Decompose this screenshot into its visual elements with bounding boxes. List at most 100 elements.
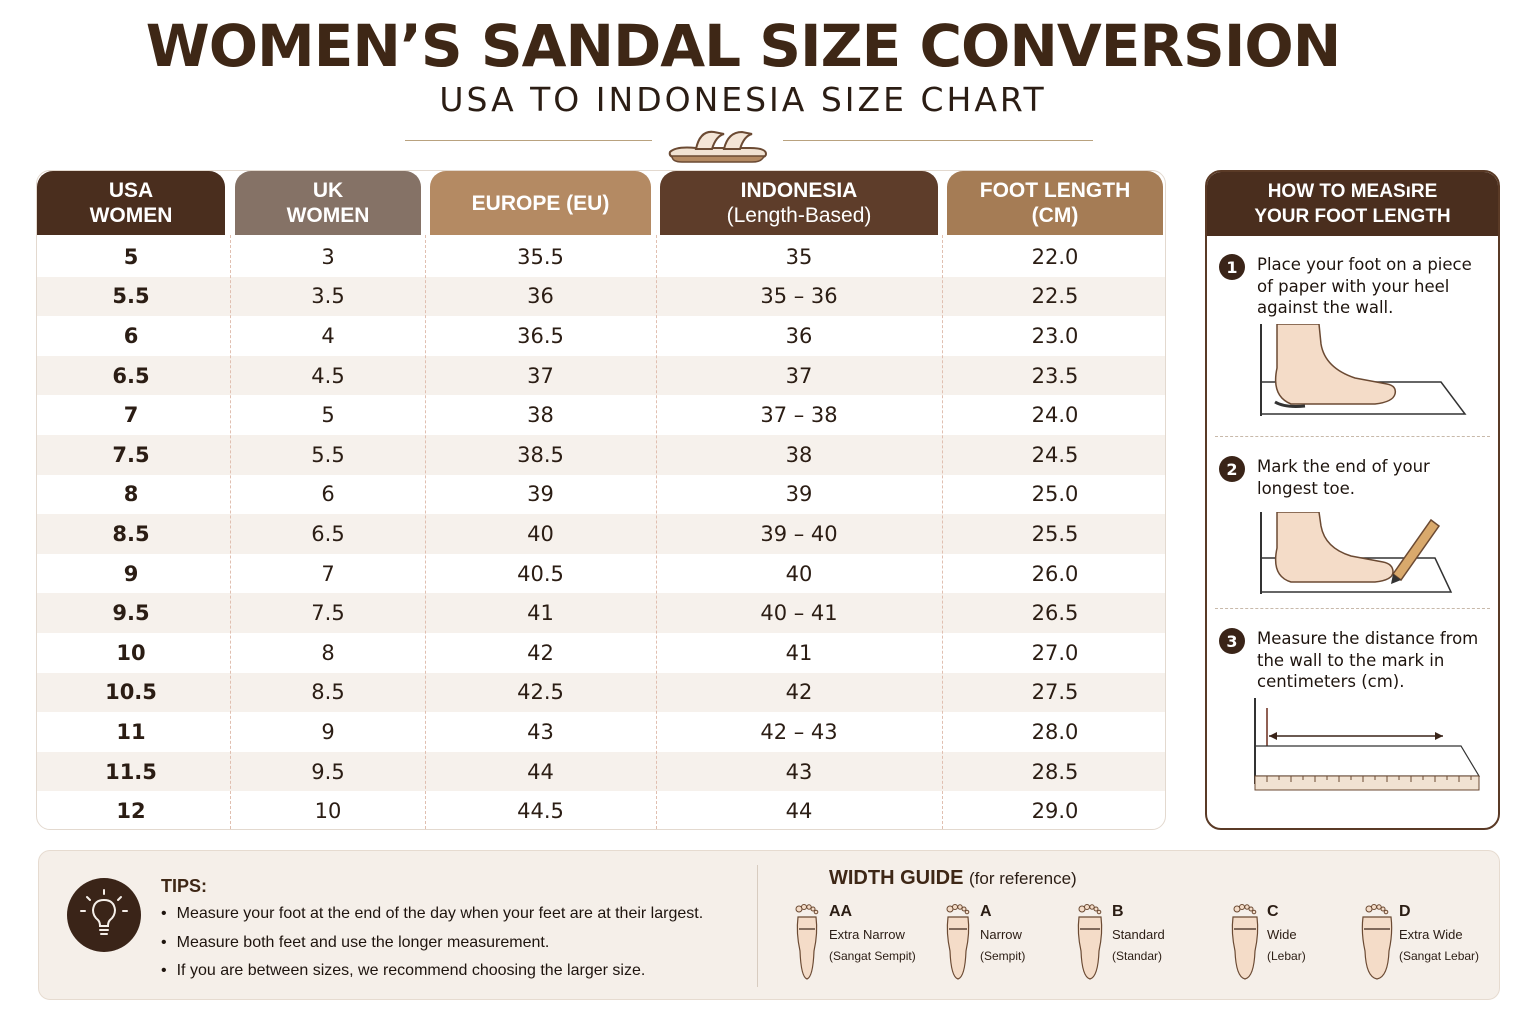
cell-usa: 9.5 bbox=[112, 601, 150, 626]
cell-foot-length: 28.5 bbox=[1031, 759, 1079, 784]
cell-usa: 11.5 bbox=[105, 759, 157, 784]
cell-foot-length: 23.5 bbox=[1031, 363, 1079, 388]
cell-usa: 6.5 bbox=[112, 363, 150, 388]
cell-uk: 4 bbox=[321, 323, 335, 348]
cell-uk: 9.5 bbox=[311, 759, 345, 784]
cell-usa: 7.5 bbox=[112, 442, 150, 467]
width-label-id: (Standar) bbox=[1112, 949, 1163, 963]
table-row: 8.5 6.5 40 39 – 40 25.5 bbox=[37, 514, 1165, 554]
cell-indonesia: 42 – 43 bbox=[760, 719, 838, 744]
table-row: 9 7 40.5 40 26.0 bbox=[37, 554, 1165, 594]
cell-eu: 38.5 bbox=[517, 442, 564, 467]
table-row: 10 8 42 41 27.0 bbox=[37, 633, 1165, 673]
step-divider bbox=[1215, 436, 1490, 437]
cell-uk: 10 bbox=[314, 799, 342, 824]
cell-eu: 40 bbox=[527, 521, 554, 546]
cell-indonesia: 39 – 40 bbox=[760, 521, 838, 546]
cell-foot-length: 28.0 bbox=[1031, 719, 1079, 744]
foot-icon bbox=[1260, 512, 1453, 594]
step-number: 3 bbox=[1219, 628, 1245, 654]
width-label: Wide bbox=[1267, 927, 1297, 942]
cell-eu: 36 bbox=[527, 284, 554, 309]
cell-uk: 3.5 bbox=[311, 284, 345, 309]
width-code: D bbox=[1399, 903, 1411, 920]
step-text: Mark the end of your longest toe. bbox=[1257, 457, 1430, 498]
cell-indonesia: 42 bbox=[785, 680, 813, 705]
cell-foot-length: 24.5 bbox=[1031, 442, 1079, 467]
divider-left bbox=[405, 140, 652, 141]
column-divider bbox=[942, 235, 943, 829]
table-row: 7 5 38 37 – 38 24.0 bbox=[37, 395, 1165, 435]
table-row: 11.5 9.5 44 43 28.5 bbox=[37, 751, 1165, 792]
cell-foot-length: 27.5 bbox=[1031, 680, 1079, 705]
cell-eu: 38 bbox=[527, 403, 554, 428]
foot-icon bbox=[946, 904, 970, 980]
table-row: 11 9 43 42 – 43 28.0 bbox=[37, 712, 1165, 752]
column-divider bbox=[230, 235, 231, 829]
column-divider bbox=[656, 235, 657, 829]
width-guide-title: WIDTH GUIDE (for reference) bbox=[829, 867, 1077, 889]
table-row: 9.5 7.5 41 40 – 41 26.5 bbox=[37, 593, 1165, 633]
cell-uk: 5.5 bbox=[311, 442, 345, 467]
width-label-id: (Sangat Lebar) bbox=[1399, 949, 1480, 963]
width-code: AA bbox=[829, 903, 853, 920]
cell-indonesia: 35 – 36 bbox=[760, 284, 838, 309]
tips-list: Measure your foot at the end of the day … bbox=[161, 905, 704, 991]
cell-indonesia: 35 bbox=[785, 244, 813, 269]
width-label: Standard bbox=[1112, 927, 1165, 942]
cell-indonesia: 40 – 41 bbox=[760, 601, 838, 626]
step-text: Place your foot on a piece of paper with… bbox=[1257, 255, 1472, 317]
table-row: 5 3 35.5 35 22.0 bbox=[37, 237, 1165, 277]
cell-indonesia: 40 bbox=[785, 561, 813, 586]
cell-usa: 9 bbox=[123, 561, 139, 586]
cell-usa: 8 bbox=[123, 482, 139, 507]
table-row: 6 4 36.5 36 23.0 bbox=[37, 316, 1165, 356]
cell-eu: 41 bbox=[527, 601, 554, 626]
width-code: C bbox=[1267, 903, 1279, 920]
cell-indonesia: 36 bbox=[785, 323, 813, 348]
cell-eu: 37 bbox=[527, 363, 554, 388]
cell-usa: 5 bbox=[123, 244, 139, 269]
width-label-id: (Sangat Sempit) bbox=[829, 949, 916, 963]
cell-indonesia: 37 bbox=[785, 363, 813, 388]
cell-indonesia: 43 bbox=[785, 759, 813, 784]
header-europe: EUROPE (EU) bbox=[430, 171, 651, 235]
step-number: 2 bbox=[1219, 456, 1245, 482]
cell-usa: 6 bbox=[123, 323, 139, 348]
foot-icon bbox=[1231, 904, 1259, 980]
cell-usa: 8.5 bbox=[112, 521, 150, 546]
cell-indonesia: 37 – 38 bbox=[760, 403, 838, 428]
tips-title: TIPS: bbox=[161, 876, 208, 896]
divider-right bbox=[783, 140, 1093, 141]
width-label: Extra Narrow bbox=[829, 927, 905, 942]
foot-icon bbox=[1077, 904, 1103, 980]
cell-eu: 42 bbox=[527, 640, 554, 665]
cell-uk: 7.5 bbox=[311, 601, 345, 626]
cell-eu: 40.5 bbox=[517, 561, 564, 586]
cell-uk: 4.5 bbox=[311, 363, 345, 388]
cell-usa: 12 bbox=[116, 799, 146, 824]
foot-icon bbox=[1260, 324, 1467, 416]
cell-usa: 10 bbox=[116, 640, 146, 665]
cell-uk: 6.5 bbox=[311, 521, 345, 546]
tips-and-width-panel: TIPS: Measure your foot at the end of th… bbox=[38, 850, 1500, 1000]
step-number: 1 bbox=[1219, 254, 1245, 280]
width-label: Extra Wide bbox=[1399, 927, 1463, 942]
pencil-icon bbox=[1391, 518, 1441, 584]
cell-eu: 44.5 bbox=[517, 799, 564, 824]
table-row: 12 10 44.5 44 29.0 bbox=[37, 791, 1165, 829]
cell-uk: 7 bbox=[321, 561, 335, 586]
cell-uk: 8.5 bbox=[311, 680, 345, 705]
width-label-id: (Lebar) bbox=[1267, 949, 1306, 963]
cell-eu: 35.5 bbox=[517, 244, 564, 269]
cell-indonesia: 38 bbox=[785, 442, 813, 467]
page-subtitle: USA TO INDONESIA SIZE CHART bbox=[439, 80, 1047, 119]
cell-indonesia: 41 bbox=[785, 640, 813, 665]
cell-foot-length: 25.5 bbox=[1031, 521, 1079, 546]
width-label-id: (Sempit) bbox=[980, 949, 1026, 963]
cell-uk: 9 bbox=[321, 719, 335, 744]
size-conversion-table: USA WOMEN UK WOMEN EUROPE (EU) INDONESIA (L… bbox=[36, 170, 1166, 830]
cell-foot-length: 27.0 bbox=[1031, 640, 1079, 665]
table-row: 7.5 5.5 38.5 38 24.5 bbox=[37, 435, 1165, 475]
width-label: Narrow bbox=[980, 927, 1022, 942]
